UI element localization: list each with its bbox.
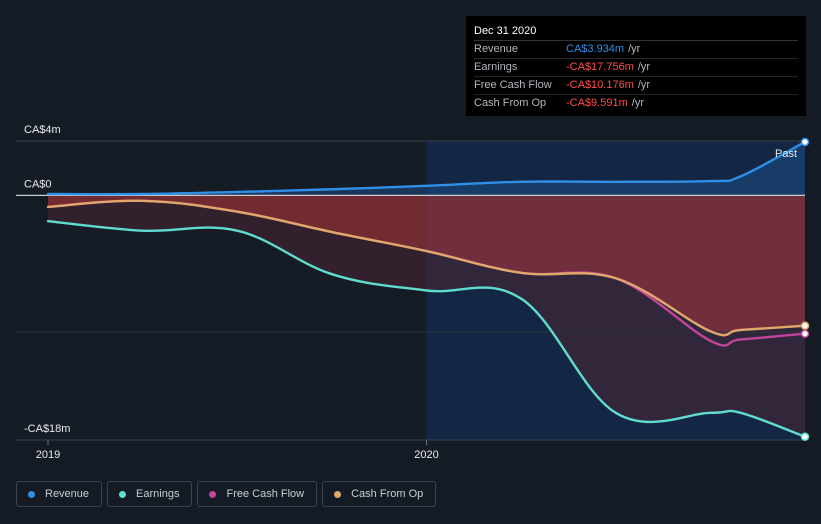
tooltip-unit: /yr — [628, 43, 641, 55]
cash-fill-area — [48, 195, 805, 336]
legend-item-free-cash-flow[interactable]: Free Cash Flow — [197, 481, 318, 507]
tooltip-value: -CA$9.591m — [566, 97, 628, 109]
pre-past-region — [16, 141, 427, 440]
tooltip-unit: /yr — [637, 61, 651, 73]
tooltip-value: -CA$17.756m — [566, 61, 634, 73]
cash-from-op-dot-icon — [334, 490, 342, 498]
past-label: Past — [775, 148, 797, 160]
revenue-dot-icon — [28, 490, 35, 498]
tooltip-label: Earnings — [474, 61, 518, 73]
tooltip-label: Cash From Op — [474, 97, 547, 109]
series-endpoint — [800, 321, 810, 330]
tooltip-value: CA$3.934m — [566, 43, 625, 55]
legend-item-revenue[interactable]: Revenue — [16, 481, 103, 507]
x-tick-label: 2020 — [414, 449, 438, 461]
legend-item-cash-from-op[interactable]: Cash From Op — [322, 481, 437, 507]
tooltip-date: Dec 31 2020 — [474, 22, 798, 41]
free-cash-flow-dot-icon — [209, 490, 217, 498]
y-tick-label: CA$4m — [24, 124, 61, 136]
legend-label: Earnings — [136, 488, 180, 500]
legend-item-earnings[interactable]: Earnings — [107, 481, 193, 507]
tooltip-row-earnings: Earnings -CA$17.756m /yr — [474, 59, 798, 77]
series-line-cash-from-op — [46, 199, 807, 337]
series-line-earnings — [46, 219, 807, 438]
tooltip-value: -CA$10.176m — [566, 79, 634, 91]
series-endpoint — [800, 137, 810, 147]
legend-label: Revenue — [45, 488, 90, 500]
tooltip: Dec 31 2020 Revenue CA$3.934m /yr Earnin… — [466, 16, 806, 116]
tooltip-label: Free Cash Flow — [474, 79, 552, 91]
legend-label: Free Cash Flow — [226, 488, 305, 500]
tooltip-row-revenue: Revenue CA$3.934m /yr — [474, 41, 798, 59]
y-tick-label: CA$0 — [24, 178, 52, 190]
tooltip-label: Revenue — [474, 43, 519, 55]
series-endpoint — [800, 432, 810, 441]
tooltip-unit: /yr — [631, 97, 644, 109]
series-endpoint — [800, 329, 810, 338]
legend: Revenue Earnings Free Cash Flow Cash Fro… — [16, 481, 437, 507]
legend-label: Cash From Op — [351, 488, 424, 500]
series-line-revenue — [46, 140, 807, 196]
tooltip-row-free-cash-flow: Free Cash Flow -CA$10.176m /yr — [474, 77, 798, 95]
tooltip-unit: /yr — [637, 79, 651, 91]
earnings-fill-area — [48, 200, 805, 437]
y-tick-label: -CA$18m — [24, 423, 70, 435]
earnings-dot-icon — [119, 490, 127, 498]
x-tick-label: 2019 — [36, 449, 60, 461]
tooltip-row-cash-from-op: Cash From Op -CA$9.591m /yr — [474, 95, 798, 112]
